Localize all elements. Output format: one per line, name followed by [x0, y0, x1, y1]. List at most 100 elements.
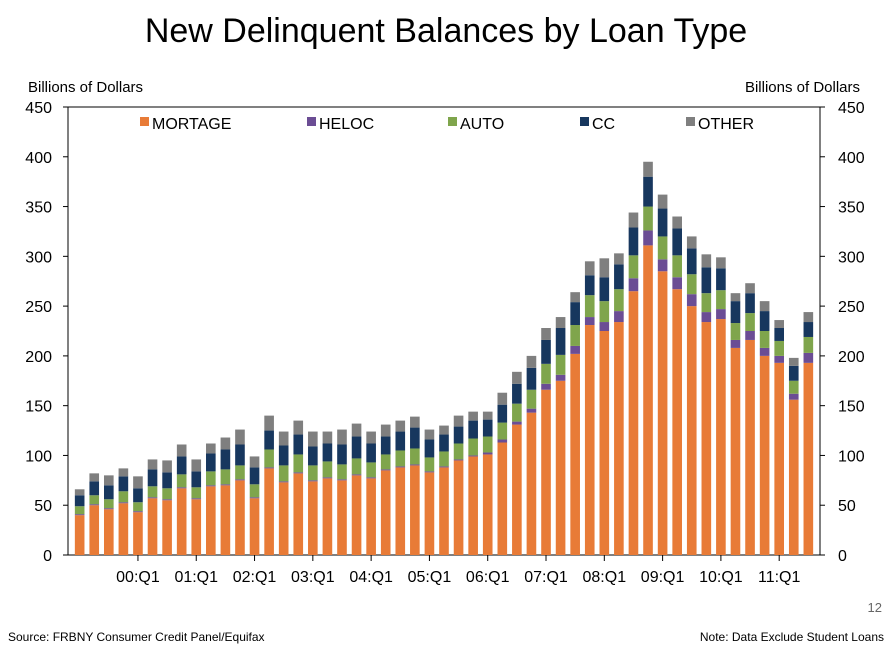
bar-segment-heloc-12 — [249, 497, 260, 499]
page-number: 12 — [867, 600, 882, 615]
bar-segment-other-48 — [774, 320, 784, 329]
bar-segment-mortage-40 — [657, 271, 668, 555]
x-tick-label-06:Q1: 06:Q1 — [466, 569, 510, 586]
bar-segment-mortage-49 — [788, 399, 799, 555]
bar-segment-mortage-45 — [730, 347, 741, 555]
bar-segment-cc-50 — [803, 322, 814, 337]
bar-segment-other-4 — [133, 476, 143, 489]
bar-segment-cc-29 — [497, 404, 508, 423]
bar-segment-other-39 — [643, 161, 653, 177]
bar-segment-auto-47 — [759, 331, 770, 348]
bar-segment-auto-13 — [264, 449, 274, 468]
bar-segment-cc-26 — [453, 426, 464, 444]
bar-segment-other-34 — [570, 292, 580, 303]
bar-segment-cc-34 — [570, 302, 580, 326]
legend-swatch-heloc — [307, 117, 316, 126]
bar-segment-heloc-30 — [512, 421, 522, 425]
bar-segment-heloc-16 — [308, 480, 318, 482]
bar-segment-heloc-22 — [395, 466, 406, 468]
bar-segment-cc-12 — [249, 467, 260, 485]
bar-segment-heloc-14 — [278, 481, 289, 483]
bar-segment-heloc-31 — [526, 408, 537, 413]
bar-segment-auto-35 — [584, 295, 595, 318]
bar-segment-other-45 — [730, 293, 741, 302]
bar-segment-cc-2 — [104, 485, 114, 500]
bar-segment-cc-3 — [118, 476, 129, 492]
y-axis-label-right: Billions of Dollars — [745, 79, 860, 96]
bar-segment-mortage-18 — [337, 480, 347, 555]
y-tick-label-left-50: 50 — [34, 498, 52, 515]
bar-segment-cc-18 — [337, 444, 347, 465]
bar-segment-heloc-2 — [104, 508, 114, 510]
y-axis-label-left: Billions of Dollars — [28, 79, 143, 96]
y-tick-label-left-200: 200 — [25, 349, 52, 366]
bar-segment-heloc-8 — [191, 498, 202, 500]
bar-segment-other-8 — [191, 459, 202, 472]
legend-label-cc: CC — [592, 116, 615, 133]
bar-segment-mortage-10 — [220, 485, 231, 555]
y-tick-label-right-450: 450 — [838, 100, 865, 117]
bar-segment-heloc-6 — [162, 499, 172, 501]
bar-segment-auto-9 — [206, 471, 216, 486]
bar-segment-heloc-10 — [220, 484, 231, 486]
bar-segment-auto-3 — [118, 491, 129, 503]
bar-segment-other-27 — [468, 411, 478, 421]
bar-segment-cc-28 — [482, 419, 493, 437]
y-tick-label-left-300: 300 — [25, 249, 52, 266]
bar-segment-auto-10 — [220, 469, 231, 485]
bar-segment-heloc-24 — [424, 471, 435, 473]
bar-segment-other-16 — [308, 431, 318, 447]
bar-segment-other-24 — [424, 429, 435, 440]
bar-segment-other-28 — [482, 411, 493, 420]
bar-segment-mortage-13 — [264, 468, 274, 555]
bar-segment-mortage-14 — [278, 482, 289, 555]
axes-layer: 0 0 50 50 100 100 150 150 200 200 250 250 300 300 350 3… — [25, 100, 865, 586]
x-tick-label-03:Q1: 03:Q1 — [291, 569, 335, 586]
bar-segment-mortage-24 — [424, 472, 435, 555]
legend-label-heloc: HELOC — [319, 116, 374, 133]
bar-segment-mortage-25 — [439, 467, 449, 555]
bar-segment-mortage-35 — [584, 325, 595, 555]
bar-segment-mortage-4 — [133, 512, 143, 555]
bar-segment-mortage-46 — [745, 339, 755, 555]
bar-segment-mortage-27 — [468, 456, 478, 555]
x-tick-label-05:Q1: 05:Q1 — [408, 569, 452, 586]
bar-segment-mortage-0 — [74, 515, 85, 555]
bar-segment-heloc-32 — [541, 383, 551, 390]
bar-segment-other-0 — [74, 489, 85, 496]
bar-segment-auto-7 — [176, 474, 187, 488]
bar-segment-other-15 — [293, 420, 304, 435]
bar-segment-auto-6 — [162, 488, 172, 500]
bar-segment-mortage-39 — [643, 245, 653, 555]
bar-segment-auto-19 — [351, 458, 362, 475]
bar-segment-auto-15 — [293, 454, 304, 473]
bar-segment-cc-0 — [74, 495, 85, 507]
bar-segment-heloc-39 — [643, 230, 653, 246]
bar-segment-cc-44 — [716, 268, 726, 291]
bar-segment-auto-5 — [147, 486, 158, 498]
y-tick-label-right-300: 300 — [838, 249, 865, 266]
bar-segment-other-23 — [410, 416, 420, 428]
bar-segment-auto-45 — [730, 323, 741, 340]
bar-segment-auto-18 — [337, 464, 347, 480]
x-tick-label-00:Q1: 00:Q1 — [116, 569, 160, 586]
bar-segment-other-30 — [512, 371, 522, 384]
bar-segment-auto-39 — [643, 206, 653, 231]
bar-segment-mortage-16 — [308, 481, 318, 555]
bar-segment-auto-38 — [628, 255, 639, 279]
bar-segment-heloc-7 — [176, 487, 187, 489]
bar-segment-mortage-29 — [497, 442, 508, 555]
bar-segment-mortage-1 — [89, 505, 100, 555]
y-tick-label-right-150: 150 — [838, 399, 865, 416]
bar-segment-mortage-19 — [351, 475, 362, 555]
bar-segment-auto-36 — [599, 301, 610, 323]
bar-segment-auto-46 — [745, 313, 755, 331]
bar-segment-auto-32 — [541, 363, 551, 384]
bar-segment-mortage-15 — [293, 473, 304, 555]
bar-segment-cc-1 — [89, 481, 100, 496]
bar-segment-other-35 — [584, 261, 595, 276]
bar-segment-cc-43 — [701, 267, 712, 294]
bar-segment-heloc-42 — [686, 294, 697, 307]
bar-segment-heloc-35 — [584, 317, 595, 326]
